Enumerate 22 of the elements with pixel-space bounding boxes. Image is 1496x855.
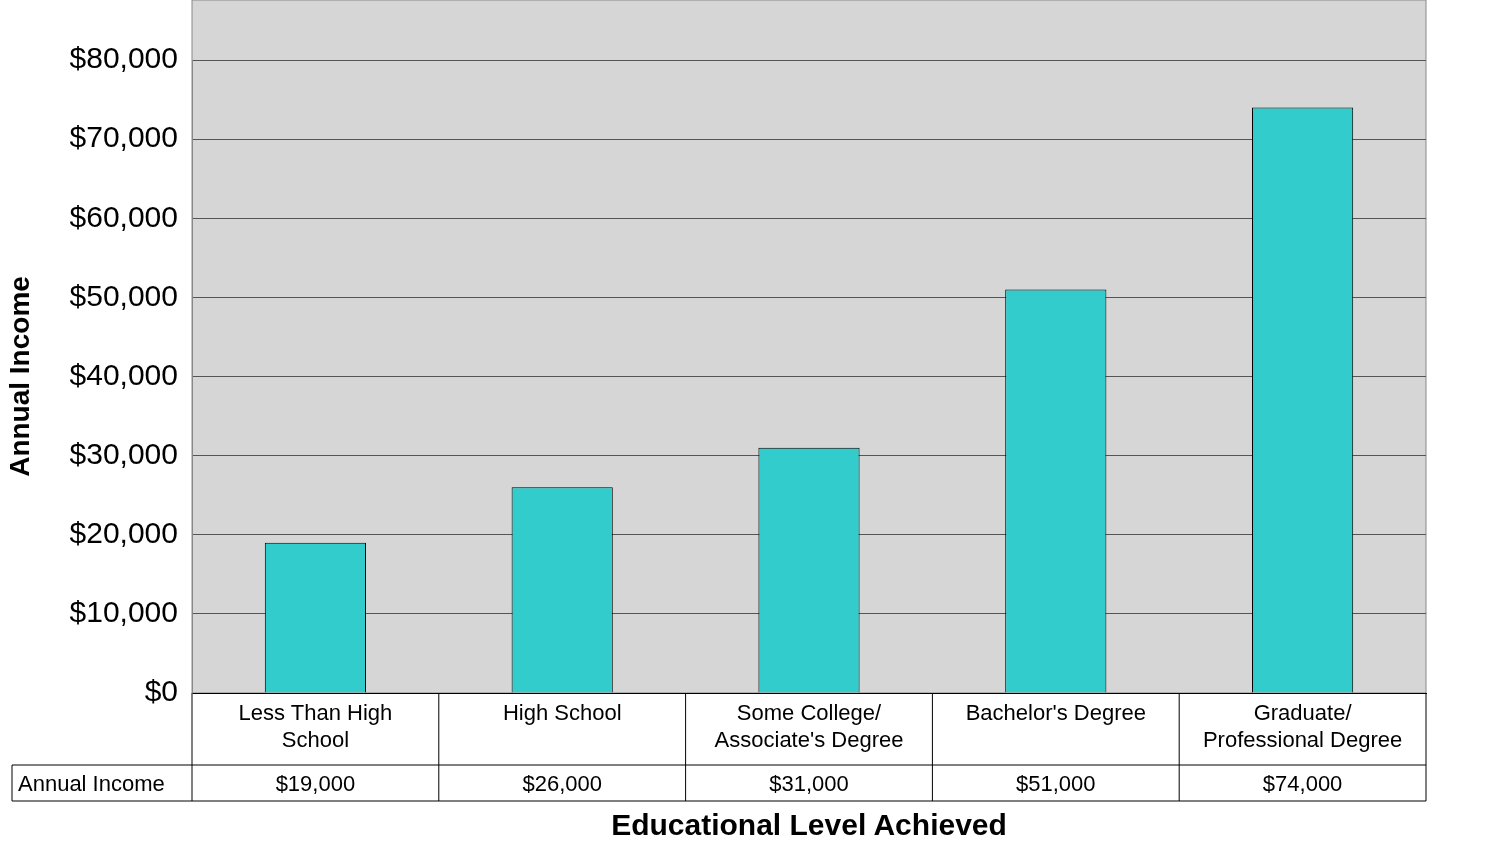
x-tick-label: Less Than High School bbox=[238, 700, 393, 752]
y-tick-label: $50,000 bbox=[69, 278, 178, 312]
y-tick-label: $30,000 bbox=[69, 436, 178, 470]
x-tick-label: Bachelor's Degree bbox=[965, 700, 1146, 726]
y-tick-label: $10,000 bbox=[69, 595, 178, 629]
data-label: $31,000 bbox=[769, 771, 849, 797]
data-label: $19,000 bbox=[275, 771, 356, 797]
x-tick-label: High School bbox=[502, 700, 622, 726]
y-tick-label: $70,000 bbox=[69, 120, 178, 154]
x-tick-label: Some College/ Associate's Degree bbox=[714, 700, 904, 752]
data-label: $26,000 bbox=[522, 771, 602, 797]
x-axis-title: Educational Level Achieved bbox=[611, 808, 1007, 842]
text: Annual Income bbox=[18, 771, 165, 797]
y-tick-label: $0 bbox=[144, 674, 178, 708]
data-label: $74,000 bbox=[1262, 771, 1343, 797]
x-tick-label: Graduate/ Professional Degree bbox=[1202, 700, 1403, 752]
y-tick-label: $80,000 bbox=[69, 41, 178, 75]
y-tick-label: $40,000 bbox=[69, 357, 178, 391]
y-tick-label: $20,000 bbox=[69, 516, 178, 550]
data-label: $51,000 bbox=[1016, 771, 1096, 797]
y-tick-label: $60,000 bbox=[69, 199, 178, 233]
y-axis-title: Annual Income bbox=[3, 276, 35, 477]
